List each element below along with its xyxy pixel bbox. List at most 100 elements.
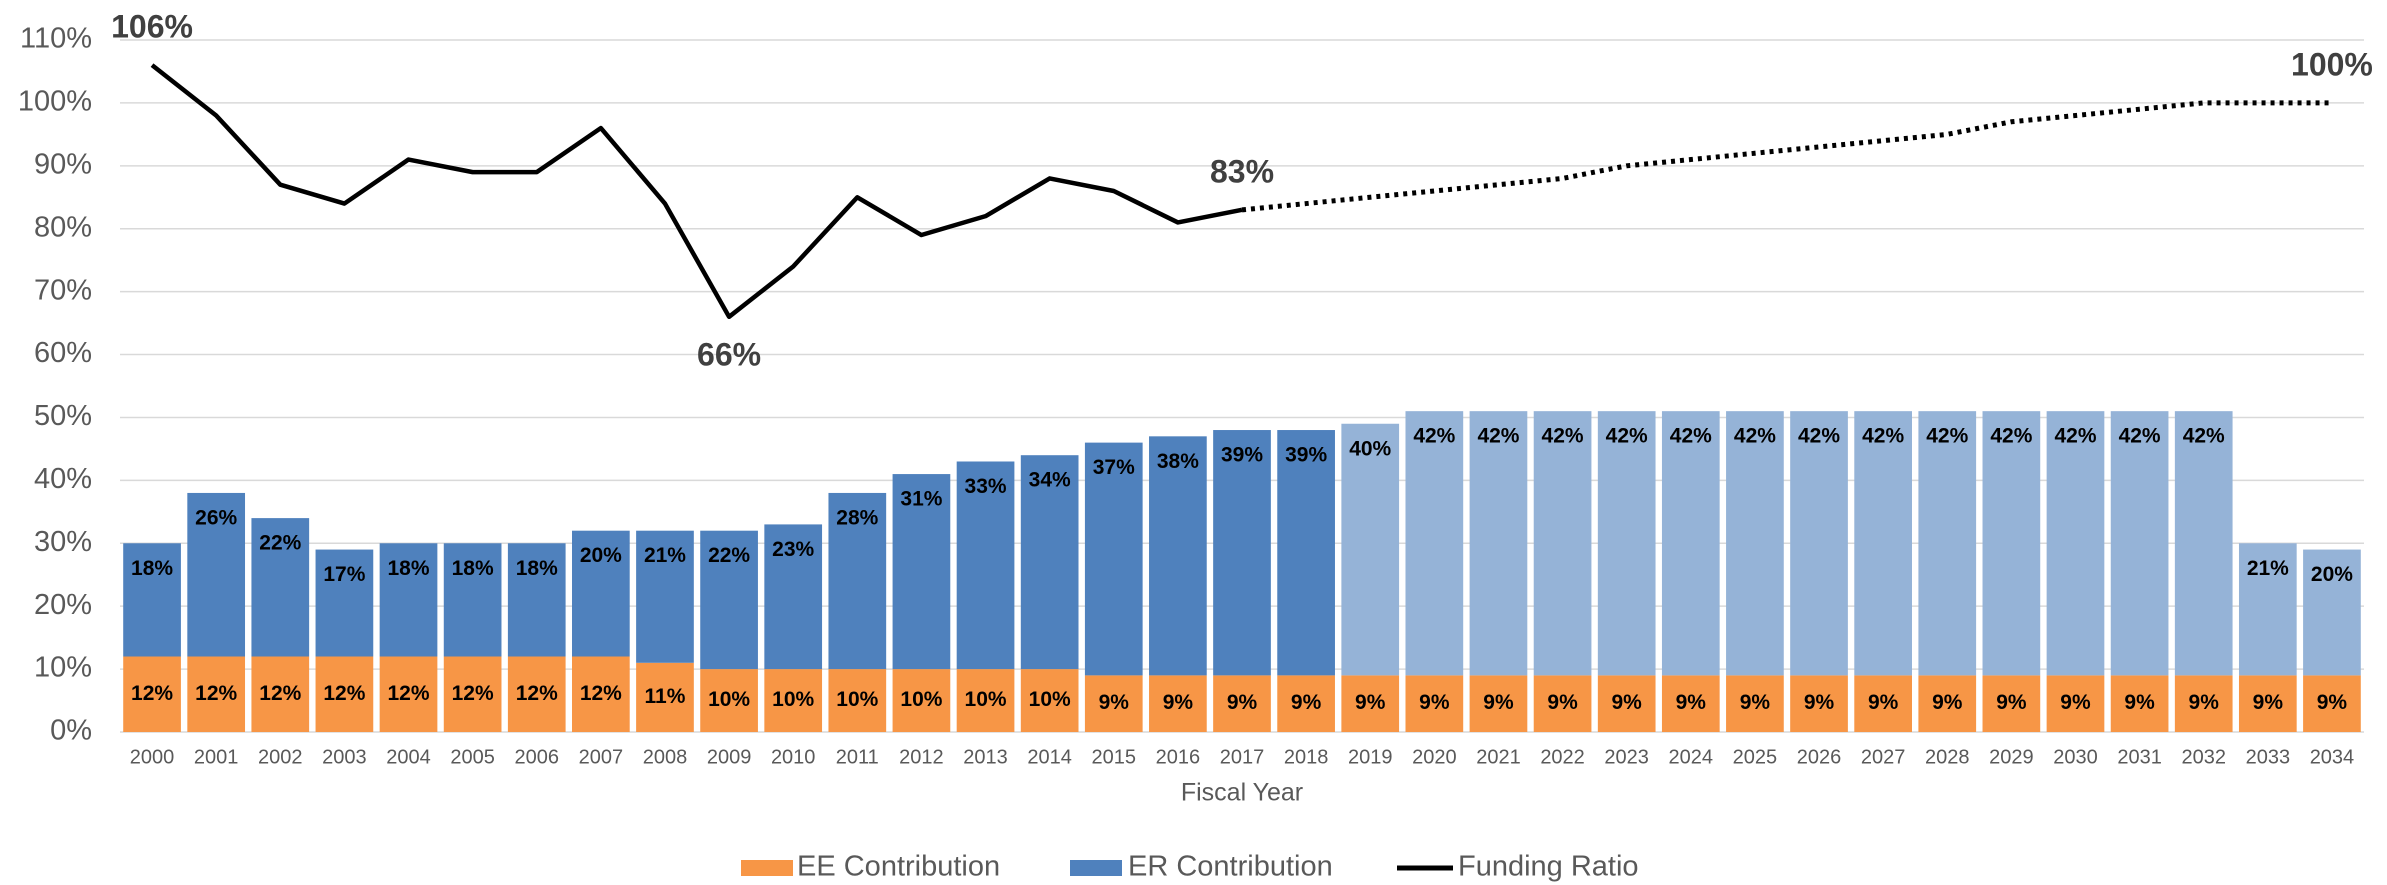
- y-tick-label: 60%: [34, 337, 92, 369]
- x-tick-label: 2032: [2181, 746, 2226, 768]
- bar-segment: [1084, 675, 1143, 732]
- bar-segment: [1854, 675, 1912, 732]
- bar-label: 38%: [1157, 450, 1199, 473]
- bar-segment: [315, 656, 374, 732]
- legend-swatch: [741, 860, 793, 876]
- bar-segment: [1790, 675, 1848, 732]
- y-tick-label: 70%: [34, 274, 92, 306]
- bar-segment: [764, 669, 823, 732]
- bar-segment: [828, 669, 887, 732]
- legend-label: ER Contribution: [1128, 851, 1333, 883]
- bar-segment: [1533, 675, 1592, 732]
- line: [1241, 100, 2332, 213]
- bar-segment: [1790, 411, 1848, 676]
- bar-segment: [187, 492, 246, 657]
- x-tick-label: 2029: [1989, 746, 2034, 768]
- bar-segment: [572, 656, 630, 732]
- bar-label: 9%: [2189, 691, 2220, 714]
- bar-label: 12%: [131, 682, 173, 705]
- bar-segment: [1469, 411, 1528, 676]
- x-tick-label: 2000: [130, 746, 175, 768]
- x-tick-label: 2018: [1284, 746, 1329, 768]
- bar-segment: [2110, 675, 2169, 732]
- bar-label: 34%: [1029, 469, 1071, 492]
- bar-segment: [700, 669, 758, 732]
- line-label: 66%: [697, 336, 761, 372]
- bar-label: 42%: [1477, 425, 1519, 448]
- bar-segment: [2046, 411, 2105, 676]
- x-tick-label: 2014: [1027, 746, 1072, 768]
- bar-label: 18%: [387, 557, 429, 580]
- bar-label: 21%: [644, 544, 686, 567]
- bar-segment: [507, 656, 566, 732]
- bar-label: 18%: [452, 557, 494, 580]
- bar-label: 9%: [1163, 691, 1194, 714]
- bar-segment: [123, 543, 181, 657]
- bar-segment: [1020, 669, 1079, 732]
- bar-label: 9%: [1355, 691, 1386, 714]
- bar-segment: [379, 543, 438, 657]
- bar-label: 18%: [131, 557, 173, 580]
- x-tick-label: 2022: [1540, 746, 1585, 768]
- bar-segment: [2174, 675, 2233, 732]
- bar-segment: [1020, 455, 1079, 670]
- bar-label: 12%: [259, 682, 301, 705]
- bar-label: 37%: [1093, 456, 1135, 479]
- bar-segment: [2303, 675, 2361, 732]
- bar-segment: [187, 656, 246, 732]
- line-label: 106%: [111, 9, 193, 45]
- bar-segment: [1661, 675, 1720, 732]
- legend-label: Funding Ratio: [1458, 851, 1639, 883]
- x-tick-label: 2016: [1156, 746, 1201, 768]
- x-tick-label: 2026: [1797, 746, 1842, 768]
- bar-label: 42%: [1606, 425, 1648, 448]
- bar-label: 12%: [323, 682, 365, 705]
- bar-label: 42%: [1542, 425, 1584, 448]
- y-tick-label: 90%: [34, 148, 92, 180]
- bar-label: 21%: [2247, 557, 2289, 580]
- bar-label: 10%: [1029, 688, 1071, 711]
- x-tick-label: 2020: [1412, 746, 1457, 768]
- bar-label: 10%: [772, 688, 814, 711]
- line-label: 100%: [2291, 46, 2373, 82]
- bar-label: 9%: [1547, 691, 1578, 714]
- bar-label: 9%: [1227, 691, 1258, 714]
- bar-label: 28%: [836, 506, 878, 529]
- x-tick-label: 2028: [1925, 746, 1970, 768]
- bar-segment: [1597, 411, 1656, 676]
- x-tick-label: 2004: [386, 746, 431, 768]
- bar-segment: [123, 656, 181, 732]
- bar-label: 22%: [708, 544, 750, 567]
- x-tick-label: 2030: [2053, 746, 2098, 768]
- bar-label: 9%: [1483, 691, 1514, 714]
- x-tick-label: 2025: [1733, 746, 1778, 768]
- bar-label: 9%: [1868, 691, 1899, 714]
- bar-label: 20%: [2311, 563, 2353, 586]
- bar-label: 9%: [1291, 691, 1322, 714]
- bar-segment: [1918, 411, 1977, 676]
- bar-label: 9%: [2124, 691, 2155, 714]
- y-tick-label: 110%: [20, 23, 92, 55]
- x-tick-label: 2023: [1604, 746, 1649, 768]
- bar-label: 9%: [1099, 691, 1130, 714]
- x-tick-label: 2012: [899, 746, 944, 768]
- bar-label: 42%: [1798, 425, 1840, 448]
- bar-segment: [1982, 411, 2041, 676]
- bar-segment: [1277, 430, 1335, 676]
- bar-segment: [2110, 411, 2169, 676]
- bar-segment: [1726, 675, 1784, 732]
- bar-segment: [1533, 411, 1592, 676]
- x-tick-label: 2001: [194, 746, 239, 768]
- bar-label: 42%: [1990, 425, 2032, 448]
- bar-label: 10%: [708, 688, 750, 711]
- bar-label: 42%: [2054, 425, 2096, 448]
- y-tick-label: 40%: [34, 463, 92, 495]
- bar-label: 23%: [772, 538, 814, 561]
- bar-segment: [1726, 411, 1784, 676]
- bar-segment: [636, 662, 694, 732]
- bar-segment: [700, 530, 758, 670]
- bar-label: 9%: [1419, 691, 1450, 714]
- bar-label: 39%: [1221, 444, 1263, 467]
- bar-label: 9%: [2317, 691, 2348, 714]
